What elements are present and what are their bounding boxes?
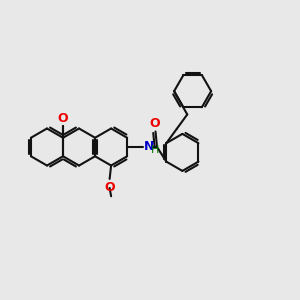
Text: N: N xyxy=(144,140,154,153)
Text: O: O xyxy=(58,112,68,125)
Text: O: O xyxy=(150,117,160,130)
Text: H: H xyxy=(151,145,159,155)
Text: O: O xyxy=(104,181,115,194)
